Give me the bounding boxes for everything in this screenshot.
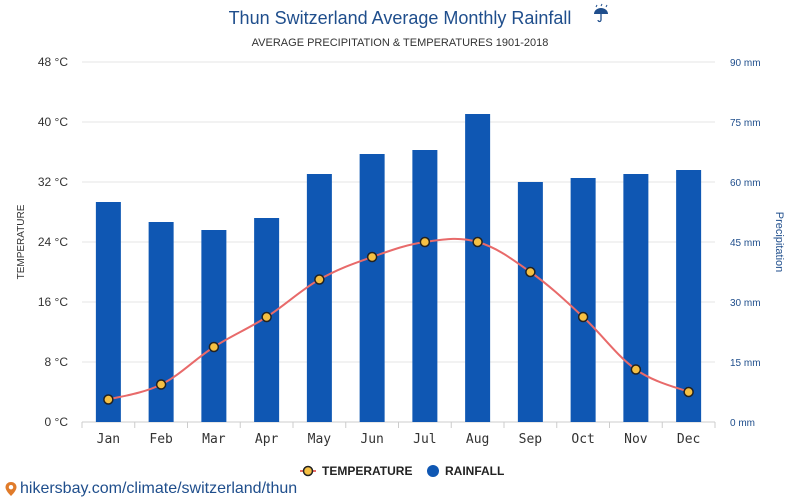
legend-rainfall-label: RAINFALL bbox=[445, 464, 504, 478]
temperature-points bbox=[103, 236, 694, 405]
x-tick-label: Apr bbox=[255, 432, 279, 447]
x-tick-label: Sep bbox=[519, 432, 543, 447]
x-tick-label: Feb bbox=[149, 432, 173, 447]
x-tick-label: Dec bbox=[677, 432, 700, 447]
temperature-point[interactable] bbox=[155, 379, 167, 390]
umbrella-rain-icon bbox=[594, 3, 608, 23]
temperature-point[interactable] bbox=[630, 364, 642, 375]
y-tick-label: 48 °C bbox=[38, 55, 68, 69]
source-link[interactable]: hikersbay.com/climate/switzerland/thun bbox=[4, 480, 297, 498]
temperature-point[interactable] bbox=[472, 236, 483, 248]
temperature-point[interactable] bbox=[261, 311, 272, 323]
right-axis-title: Precipitation bbox=[773, 212, 785, 273]
y-tick-label: 16 °C bbox=[38, 295, 68, 309]
location-pin-icon bbox=[5, 482, 17, 496]
y-tick-label: 24 °C bbox=[38, 235, 68, 249]
rainfall-bars bbox=[95, 114, 702, 422]
legend-temperature-label: TEMPERATURE bbox=[322, 464, 412, 478]
rainfall-bar[interactable] bbox=[676, 170, 702, 422]
y-right-tick-label: 30 mm bbox=[730, 298, 761, 309]
chart-subtitle: AVERAGE PRECIPITATION & TEMPERATURES 190… bbox=[252, 37, 549, 49]
y-tick-label: 40 °C bbox=[38, 115, 68, 129]
temperature-line-path bbox=[108, 237, 690, 401]
y-tick-label: 8 °C bbox=[45, 355, 69, 369]
temperature-line bbox=[108, 237, 690, 401]
legend-item-temperature[interactable]: TEMPERATURE bbox=[300, 464, 412, 478]
x-tick-label: Jun bbox=[360, 432, 383, 447]
y-right-tick-label: 60 mm bbox=[730, 178, 761, 189]
chart-title: Thun Switzerland Average Monthly Rainfal… bbox=[229, 8, 572, 28]
x-tick-label: Mar bbox=[202, 432, 226, 447]
y-right-tick-label: 45 mm bbox=[730, 238, 761, 249]
rainfall-bar[interactable] bbox=[306, 174, 332, 422]
rainfall-bar[interactable] bbox=[623, 174, 649, 422]
y-right-tick-label: 75 mm bbox=[730, 118, 761, 129]
left-axis-ticks: 0 °C 8 °C 16 °C 24 °C 32 °C 40 °C 48 °C bbox=[38, 55, 68, 429]
temperature-point[interactable] bbox=[103, 394, 114, 405]
x-axis-ticks: Jan Feb Mar Apr May Jun Jul Aug Sep Oct Nov Dec bbox=[97, 432, 701, 447]
y-tick-label: 0 °C bbox=[45, 415, 69, 429]
source-link-text: hikersbay.com/climate/switzerland/thun bbox=[20, 480, 298, 497]
y-right-tick-label: 90 mm bbox=[730, 58, 761, 69]
temperature-point[interactable] bbox=[208, 341, 220, 353]
temperature-point[interactable] bbox=[366, 251, 378, 263]
temperature-point[interactable] bbox=[577, 311, 589, 323]
x-tick-label: Jul bbox=[413, 432, 436, 447]
x-tick-label: May bbox=[308, 432, 332, 447]
rainfall-bar[interactable] bbox=[465, 114, 491, 422]
x-tick-label: Oct bbox=[571, 432, 594, 447]
rainfall-bar[interactable] bbox=[201, 230, 227, 422]
temperature-point[interactable] bbox=[314, 274, 325, 285]
left-axis-title: TEMPERATURE bbox=[16, 204, 27, 279]
rainfall-bar[interactable] bbox=[95, 202, 121, 422]
rainfall-bar[interactable] bbox=[570, 178, 596, 422]
rainfall-bar[interactable] bbox=[148, 222, 174, 422]
temperature-point[interactable] bbox=[525, 266, 536, 278]
legend-item-rainfall[interactable]: RAINFALL bbox=[427, 464, 504, 478]
rainfall-bar[interactable] bbox=[412, 150, 438, 422]
right-axis-ticks: 0 mm 15 mm 30 mm 45 mm 60 mm 75 mm 90 mm bbox=[730, 58, 761, 429]
temperature-point[interactable] bbox=[419, 236, 431, 248]
legend: TEMPERATURE RAINFALL bbox=[300, 464, 504, 478]
x-tick-label: Jan bbox=[97, 432, 120, 447]
x-tick-label: Aug bbox=[466, 432, 489, 447]
legend-temperature-marker bbox=[302, 465, 314, 477]
y-right-tick-label: 15 mm bbox=[730, 358, 761, 369]
y-tick-label: 32 °C bbox=[38, 175, 68, 189]
y-right-tick-label: 0 mm bbox=[730, 418, 755, 429]
gridlines bbox=[81, 61, 716, 428]
rainfall-bar[interactable] bbox=[517, 182, 543, 422]
x-tick-label: Nov bbox=[624, 432, 648, 447]
rainfall-bar[interactable] bbox=[359, 154, 385, 422]
temperature-point[interactable] bbox=[683, 386, 694, 398]
legend-rainfall-marker bbox=[427, 465, 439, 477]
